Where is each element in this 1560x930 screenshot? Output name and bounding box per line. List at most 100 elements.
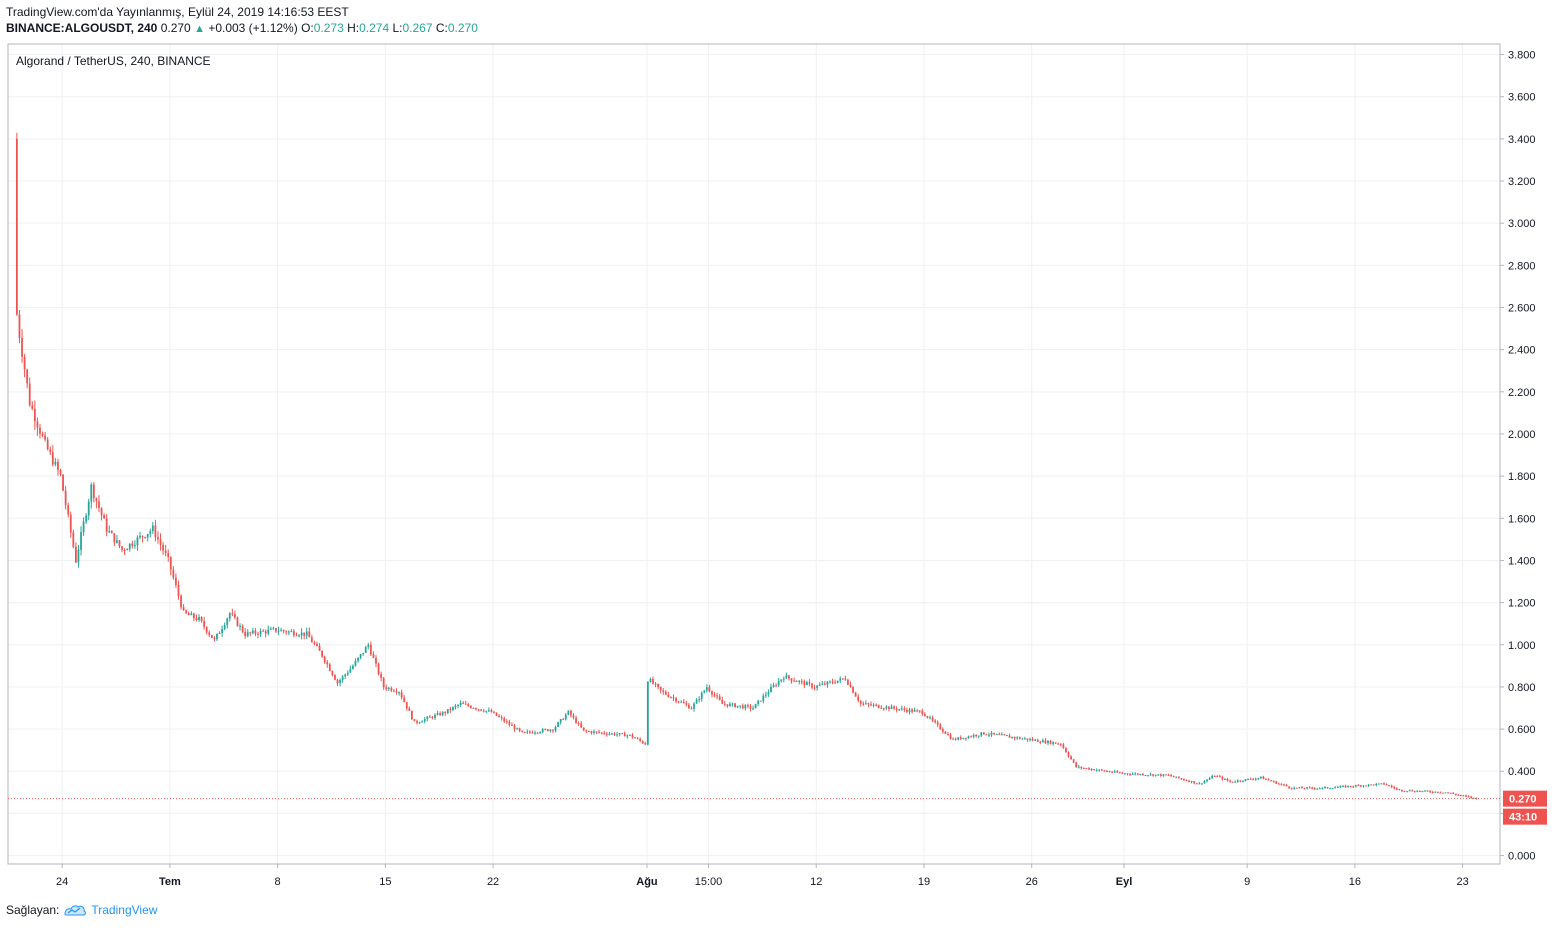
candle-down bbox=[182, 607, 185, 611]
candle-up bbox=[218, 632, 221, 634]
candle-down bbox=[508, 721, 511, 725]
candle-down bbox=[634, 737, 636, 739]
candle-down bbox=[716, 695, 719, 697]
y-tick-label: 2.000 bbox=[1508, 429, 1536, 441]
candle-up bbox=[608, 733, 611, 735]
candle-down bbox=[793, 680, 795, 682]
candle-up bbox=[362, 652, 365, 655]
y-tick-label: 3.600 bbox=[1508, 92, 1536, 104]
y-axis[interactable]: 3.800 3.600 3.400 3.200 3.000 2.800 2.600 2.400… bbox=[1500, 50, 1536, 863]
candle-up bbox=[485, 710, 488, 712]
candle-down bbox=[982, 732, 985, 735]
candle-up bbox=[1000, 734, 1003, 736]
candle-up bbox=[700, 692, 703, 700]
candle-up bbox=[1234, 781, 1237, 783]
candle-down bbox=[575, 717, 577, 724]
candle-up bbox=[780, 679, 783, 682]
candle-down bbox=[759, 700, 762, 702]
candle-up bbox=[198, 617, 200, 621]
candle-down bbox=[46, 439, 49, 450]
candle-down bbox=[1126, 773, 1129, 775]
candle-down bbox=[64, 490, 67, 506]
plot-area[interactable] bbox=[7, 43, 1501, 865]
candle-down bbox=[877, 704, 880, 708]
candle-down bbox=[449, 709, 452, 711]
footer: Sağlayan: TradingView bbox=[6, 903, 157, 917]
candle-up bbox=[223, 625, 226, 629]
candle-up bbox=[1339, 786, 1342, 788]
candle-up bbox=[259, 630, 262, 635]
candle-down bbox=[1170, 775, 1173, 777]
candle-up bbox=[1257, 777, 1260, 779]
candle-up bbox=[557, 722, 559, 727]
x-tick-label: 24 bbox=[56, 876, 68, 888]
price-chart[interactable]: 3.800 3.600 3.400 3.200 3.000 2.800 2.600 2.400… bbox=[0, 0, 1560, 900]
y-tick-label: 0.000 bbox=[1508, 851, 1536, 863]
candle-up bbox=[426, 716, 429, 720]
candle-down bbox=[841, 678, 844, 680]
candle-down bbox=[323, 656, 326, 663]
candle-down bbox=[1036, 739, 1039, 742]
candle-down bbox=[970, 736, 972, 738]
candle-down bbox=[985, 734, 988, 736]
candle-down bbox=[23, 356, 26, 370]
candle-down bbox=[1159, 774, 1162, 776]
candle-down bbox=[998, 734, 1001, 736]
candle-up bbox=[77, 549, 80, 563]
candle-down bbox=[1049, 740, 1052, 744]
candle-down bbox=[670, 696, 672, 698]
candle-down bbox=[1267, 779, 1270, 781]
candle-down bbox=[187, 613, 190, 616]
candle-down bbox=[200, 617, 203, 622]
candle-up bbox=[967, 736, 970, 739]
candle-up bbox=[805, 682, 808, 686]
symbol-label[interactable]: BINANCE:ALGOUSDT, 240 bbox=[6, 21, 158, 35]
candle-down bbox=[1344, 785, 1347, 788]
candle-down bbox=[1301, 787, 1303, 789]
candle-down bbox=[641, 740, 644, 744]
candle-up bbox=[339, 680, 341, 684]
candle-down bbox=[469, 706, 472, 708]
candle-down bbox=[334, 675, 336, 680]
candle-down bbox=[882, 708, 885, 710]
candle-down bbox=[1106, 771, 1108, 773]
candle-up bbox=[1162, 774, 1165, 776]
candle-down bbox=[1116, 771, 1119, 773]
candle-down bbox=[464, 703, 467, 705]
candle-up bbox=[87, 501, 90, 516]
candle-down bbox=[636, 738, 639, 740]
candle-up bbox=[1139, 773, 1142, 775]
candle-down bbox=[480, 709, 483, 711]
candle-down bbox=[1075, 762, 1078, 768]
candle-down bbox=[328, 664, 331, 671]
candle-up bbox=[287, 631, 290, 633]
candle-down bbox=[723, 703, 726, 705]
candle-up bbox=[226, 618, 229, 626]
candle-down bbox=[1195, 783, 1198, 785]
grid bbox=[8, 44, 1500, 864]
candle-down bbox=[1288, 786, 1290, 788]
candle-down bbox=[654, 683, 657, 685]
candle-down bbox=[823, 683, 826, 685]
provided-by-label: Sağlayan: bbox=[6, 903, 60, 917]
y-tick-label: 1.600 bbox=[1508, 513, 1536, 525]
candle-down bbox=[847, 679, 849, 685]
candle-down bbox=[1411, 790, 1414, 792]
candle-down bbox=[1303, 788, 1306, 790]
tradingview-brand[interactable]: TradingView bbox=[91, 903, 158, 917]
candle-down bbox=[677, 701, 680, 703]
candle-down bbox=[1429, 791, 1432, 793]
x-axis[interactable]: 24 Tem 8 15 22 Ağu 15:00 12 19 26 Eyl 9 16 23 bbox=[56, 864, 1469, 888]
candle-up bbox=[1147, 775, 1149, 777]
y-tick-label: 1.200 bbox=[1508, 598, 1536, 610]
candle-up bbox=[1203, 781, 1206, 784]
candle-down bbox=[1239, 780, 1242, 782]
candle-down bbox=[1065, 747, 1067, 753]
candle-up bbox=[680, 701, 683, 703]
candle-down bbox=[721, 699, 724, 704]
candle-up bbox=[1342, 785, 1344, 787]
candle-down bbox=[1185, 780, 1188, 782]
candle-down bbox=[62, 474, 64, 491]
candle-down bbox=[590, 731, 593, 734]
candle-down bbox=[595, 731, 598, 733]
